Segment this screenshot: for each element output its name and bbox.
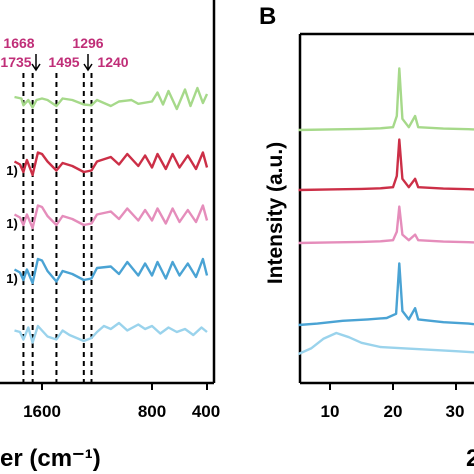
tick-label-1600: 1600	[23, 402, 61, 421]
peak-arrow-1668	[31, 54, 41, 72]
series-label-fragment-3: 1)	[6, 271, 18, 286]
tick-label-400: 400	[192, 402, 220, 421]
peak-label-1735: 1735	[0, 54, 31, 70]
tick-label-800: 800	[138, 402, 166, 421]
tick-label-10: 10	[321, 402, 340, 421]
peak-label-1668: 1668	[3, 35, 34, 51]
xrd-series	[298, 67, 474, 356]
peak-label-1495: 1495	[48, 54, 79, 70]
ftir-series-line-4	[13, 257, 209, 285]
xrd-series-line-3	[298, 205, 474, 245]
xrd-series-line-5	[298, 331, 474, 356]
xrd-series-line-4	[298, 262, 474, 327]
panel-b-y-axis-label: Intensity (a.u.)	[264, 142, 287, 284]
panel-b: B Intensity (a.u.) 10 20 30 2	[259, 3, 474, 472]
peak-label-1296: 1296	[72, 35, 103, 51]
ftir-series-line-5	[14, 321, 208, 344]
peak-label-1240: 1240	[97, 54, 128, 70]
ftir-series	[13, 86, 209, 344]
ftir-series-line-3	[13, 204, 209, 230]
tick-label-30: 30	[446, 402, 465, 421]
panel-a: 1668 1735 1495 1296 1240 1) 1) 1) 1600 8…	[0, 0, 220, 472]
panel-a-x-ticks	[41, 383, 208, 390]
ftir-series-line-2	[13, 151, 209, 177]
peak-arrow-1296	[83, 54, 93, 72]
tick-label-20: 20	[384, 402, 403, 421]
panel-b-letter: B	[259, 3, 276, 30]
panel-b-x-ticks	[329, 383, 457, 390]
ftir-series-line-1	[14, 86, 209, 111]
series-label-fragment-1: 1)	[6, 163, 18, 178]
panel-a-x-axis-label: er (cm⁻¹)	[0, 445, 101, 472]
panel-b-x-axis-label: 2	[466, 445, 474, 472]
xrd-series-line-2	[298, 138, 474, 192]
xrd-series-line-1	[298, 67, 474, 132]
series-label-fragment-2: 1)	[6, 216, 18, 231]
